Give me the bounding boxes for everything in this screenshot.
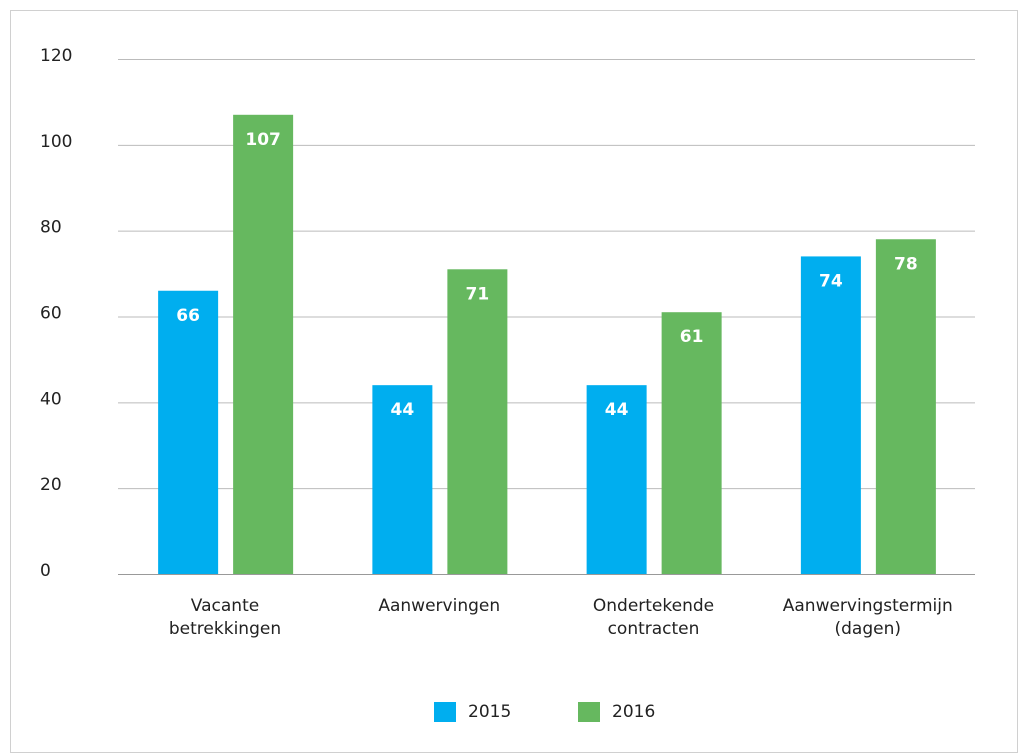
y-tick-label: 20 — [40, 475, 62, 495]
x-tick-label: Aanwervingstermijn (dagen) — [782, 596, 953, 639]
data-label: 44 — [605, 400, 629, 420]
data-label: 71 — [466, 284, 490, 304]
data-label: 44 — [391, 400, 415, 420]
bar — [875, 239, 936, 574]
bar — [372, 385, 433, 574]
frame — [10, 10, 1018, 753]
data-label: 66 — [176, 306, 200, 326]
x-tick-label: Aanwervingen — [378, 596, 501, 616]
y-tick-label: 60 — [40, 304, 62, 324]
y-tick-label: 80 — [40, 218, 62, 238]
y-tick-label: 40 — [40, 389, 62, 409]
x-tick-label: Vacante betrekkingen — [168, 596, 282, 639]
bar — [233, 114, 294, 575]
data-label: 78 — [894, 254, 918, 274]
y-tick-label: 0 — [40, 561, 51, 581]
bar — [586, 385, 647, 574]
data-label: 61 — [680, 327, 704, 347]
bar — [447, 269, 508, 574]
y-tick-label: 100 — [40, 132, 72, 152]
bar — [800, 256, 861, 574]
legend-label: 2015 — [468, 702, 511, 722]
legend-label: 2016 — [612, 702, 655, 722]
x-tick-label: Ondertekende contracten — [592, 596, 715, 639]
legend-swatch — [578, 702, 600, 722]
y-tick-label: 120 — [40, 46, 72, 66]
legend-swatch — [434, 702, 456, 722]
data-label: 107 — [245, 130, 281, 150]
bar — [661, 312, 722, 574]
bar — [158, 290, 219, 574]
data-label: 74 — [819, 271, 843, 291]
